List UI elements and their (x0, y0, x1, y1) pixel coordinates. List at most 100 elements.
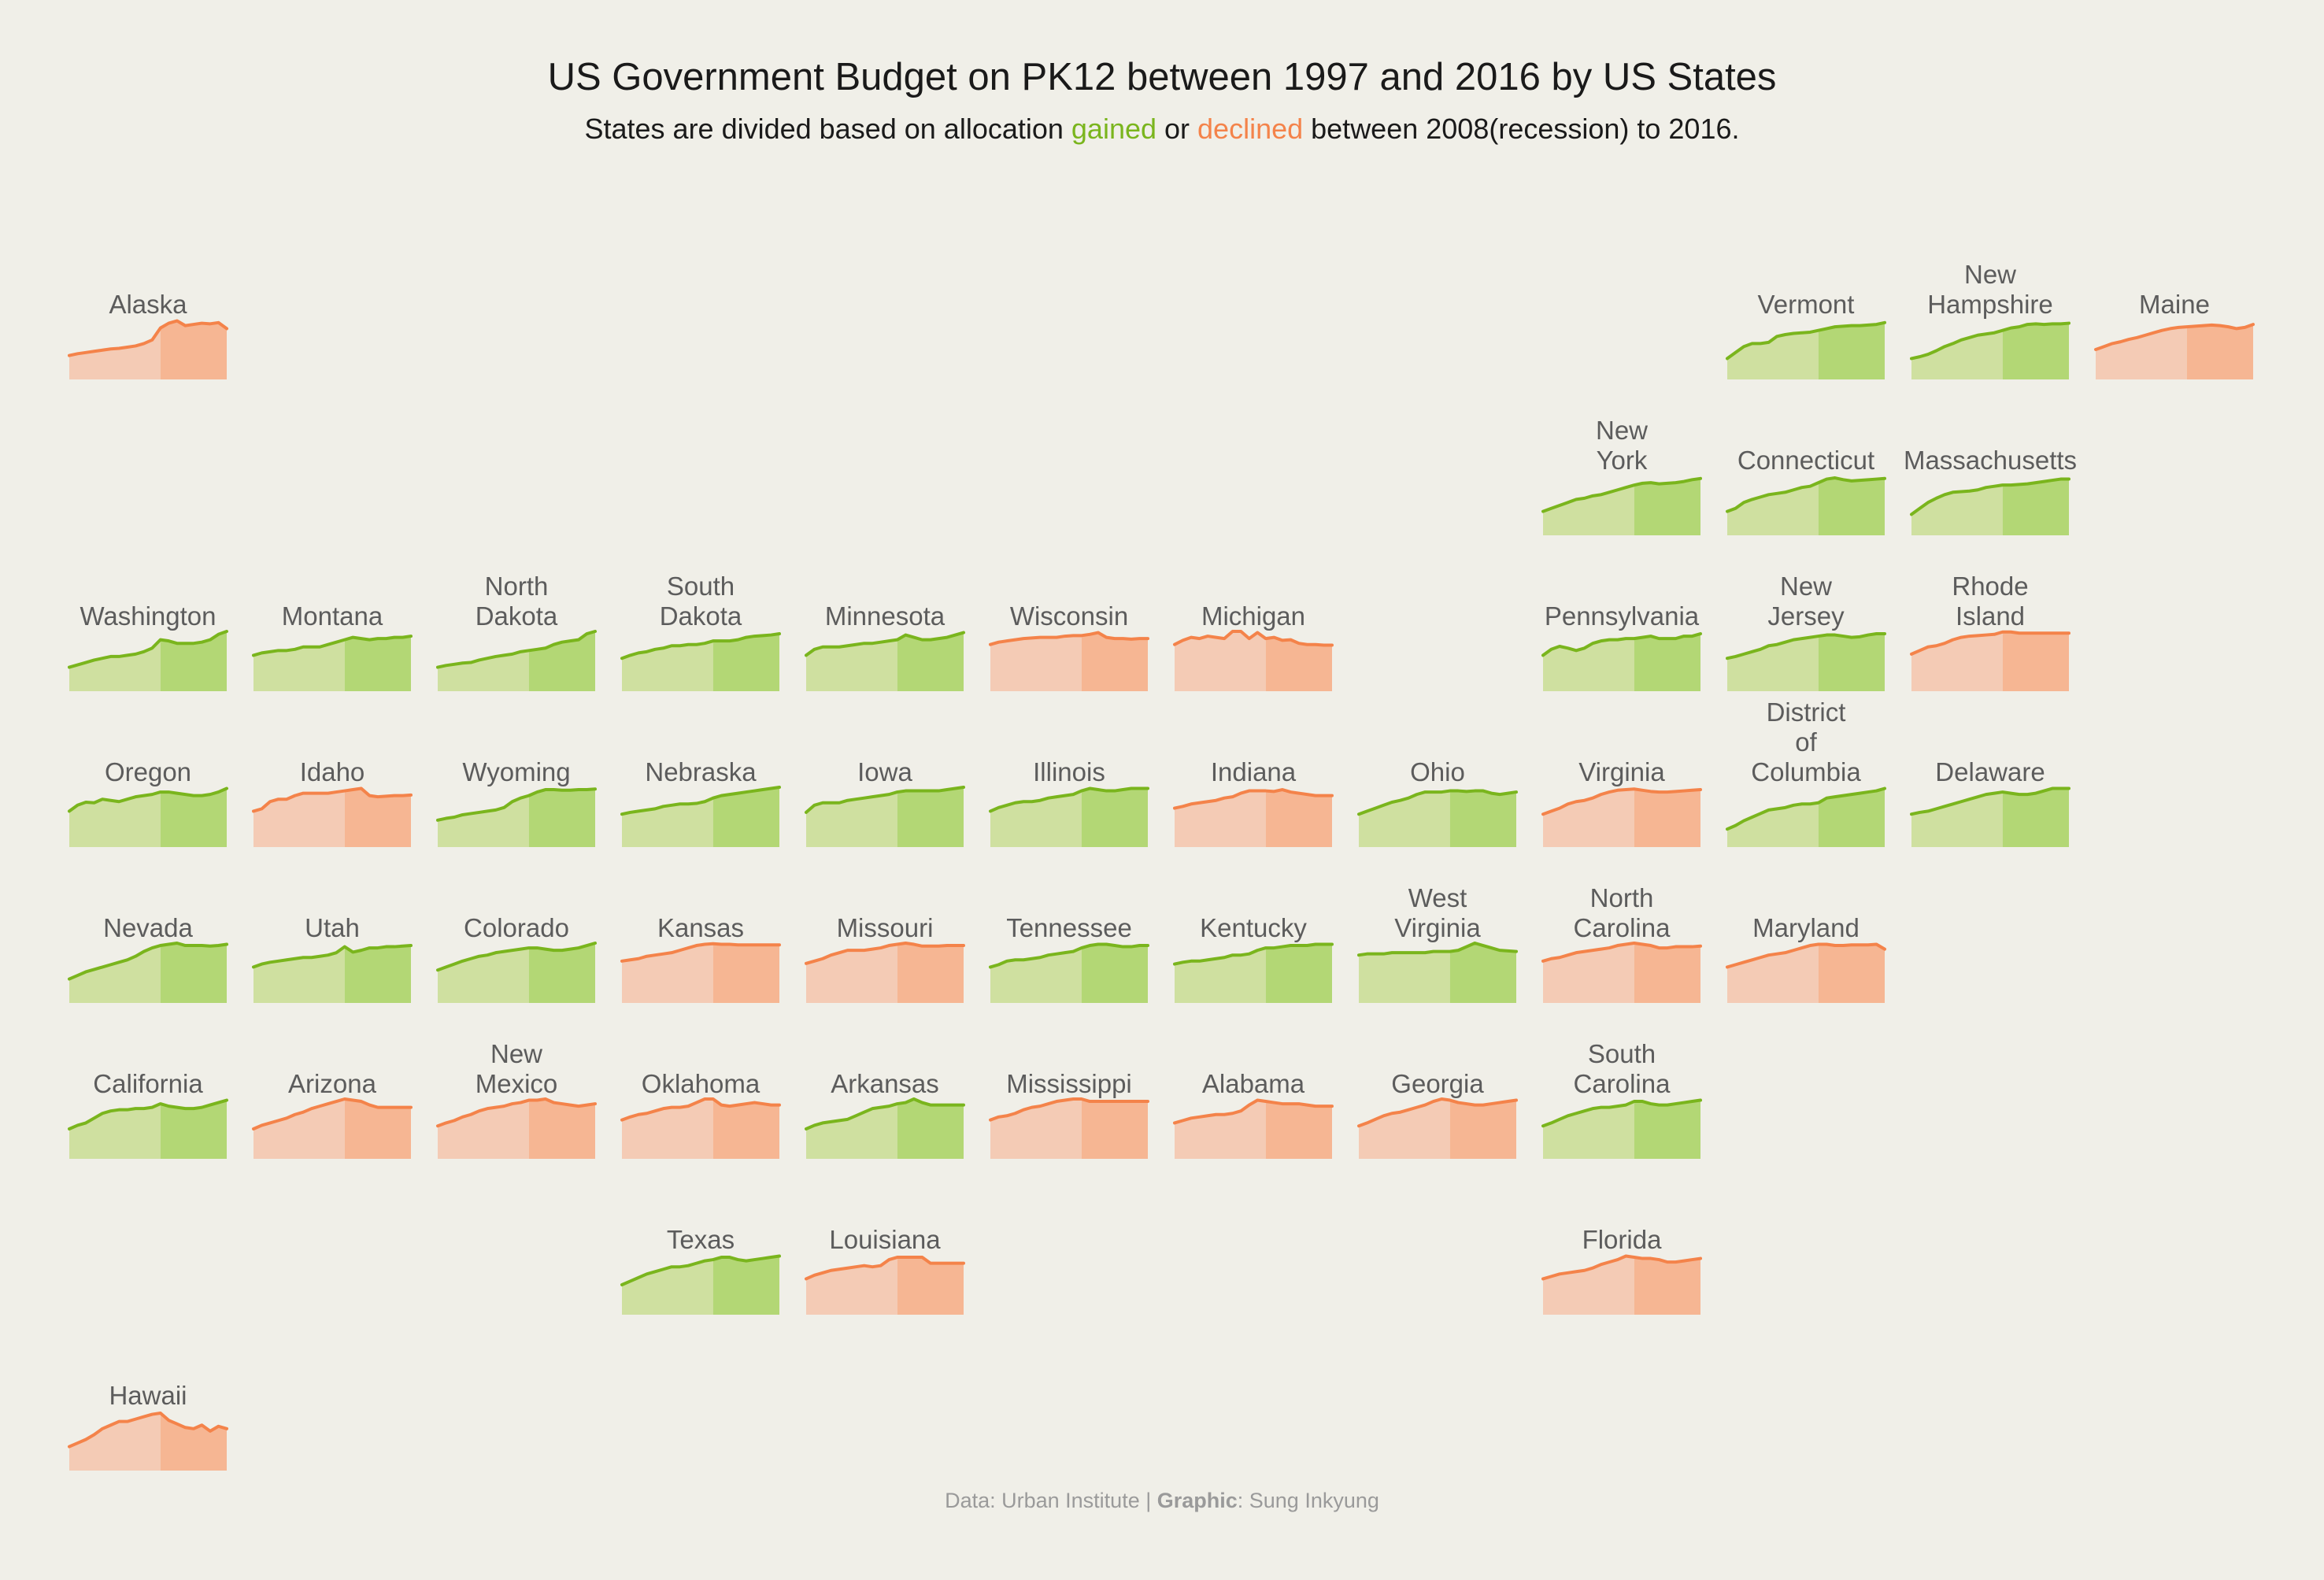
area-1997-2008 (1359, 951, 1450, 1003)
area-1997-2008 (1727, 330, 1819, 379)
area-2008-2016 (1081, 788, 1148, 847)
state-area-chart (1726, 942, 1886, 1003)
state-label: Colorado (464, 913, 569, 942)
area-2008-2016 (897, 943, 964, 1003)
budget-trend-line (620, 1097, 781, 1122)
area-1997-2008 (1911, 631, 2003, 691)
budget-trend-line (620, 942, 781, 963)
budget-trend-line (805, 942, 965, 965)
area-2008-2016 (712, 1256, 779, 1315)
area-2008-2016 (344, 1099, 411, 1159)
budget-trend-line (805, 1097, 965, 1130)
chart-title: US Government Budget on PK12 between 199… (547, 56, 1777, 98)
state-label: New Jersey (1767, 572, 1845, 631)
area-2008-2016 (1634, 634, 1700, 691)
area-1997-2008 (990, 948, 1082, 1003)
budget-trend-line (68, 630, 228, 669)
state-tile-new-hampshire: New Hampshire (1898, 238, 2082, 379)
area-2008-2016 (160, 631, 227, 691)
area-2008-2016 (2186, 324, 2253, 379)
budget-trend-line (252, 635, 413, 657)
area-1997-2008 (990, 1099, 1082, 1159)
budget-trend-line (1541, 1098, 1702, 1128)
state-tile-texas: Texas (609, 1173, 793, 1315)
state-tile-delaware: Delaware (1898, 705, 2082, 847)
state-label: Washington (80, 601, 216, 631)
area-1997-2008 (1543, 943, 1634, 1003)
state-area-chart (436, 630, 597, 691)
budget-trend-line (989, 786, 1149, 813)
caption-graphic-author: : Sung Inkyung (1237, 1489, 1379, 1512)
state-label: Minnesota (824, 601, 946, 631)
subtitle-text-middle: or (1156, 113, 1198, 145)
state-tile-georgia: Georgia (1345, 1017, 1530, 1159)
state-label: New Hampshire (1927, 260, 2053, 319)
state-tile-oklahoma: Oklahoma (609, 1017, 793, 1159)
state-label: Maine (2139, 290, 2210, 319)
state-label: Massachusetts (1903, 446, 2078, 475)
state-label: Georgia (1391, 1069, 1484, 1098)
state-tile-kentucky: Kentucky (1161, 861, 1345, 1003)
state-label: Rhode Island (1952, 572, 2029, 631)
area-1997-2008 (1175, 631, 1266, 691)
state-label: Michigan (1201, 601, 1306, 631)
state-tile-connecticut: Connecticut (1714, 394, 1898, 535)
state-area-chart (1910, 321, 2071, 379)
state-area-chart (1357, 789, 1518, 847)
state-area-chart (68, 786, 228, 847)
budget-trend-line (1541, 476, 1702, 513)
area-1997-2008 (806, 639, 897, 691)
state-area-chart (620, 632, 781, 691)
state-tile-virginia: Virginia (1530, 705, 1714, 847)
state-tile-maine: Maine (2082, 238, 2267, 379)
area-2008-2016 (528, 631, 595, 691)
area-2008-2016 (1634, 1100, 1700, 1159)
state-label: Hawaii (109, 1381, 187, 1410)
state-tile-south-dakota: South Dakota (609, 549, 793, 691)
state-label: Ohio (1410, 757, 1465, 786)
state-label: Wyoming (462, 757, 571, 786)
state-tile-iowa: Iowa (793, 705, 977, 847)
area-1997-2008 (990, 635, 1082, 691)
state-area-chart (805, 631, 965, 691)
chart-caption: Data: Urban Institute | Graphic: Sung In… (0, 1489, 2324, 1513)
state-label: Iowa (857, 757, 912, 786)
area-1997-2008 (69, 945, 161, 1003)
area-2008-2016 (712, 1099, 779, 1159)
state-label: Louisiana (829, 1225, 941, 1254)
area-2008-2016 (1081, 632, 1148, 691)
state-area-chart (1910, 630, 2071, 691)
area-2008-2016 (160, 1413, 227, 1471)
state-label: North Dakota (475, 572, 558, 631)
state-label: Kansas (657, 913, 745, 942)
area-2008-2016 (897, 632, 964, 691)
state-area-chart (68, 319, 228, 379)
area-2008-2016 (1081, 1099, 1148, 1159)
area-2008-2016 (1449, 943, 1516, 1003)
state-label: Mississippi (1006, 1069, 1132, 1098)
area-1997-2008 (1175, 948, 1266, 1003)
budget-trend-line (1173, 788, 1334, 810)
state-label: New York (1595, 416, 1649, 475)
state-area-chart (436, 1097, 597, 1159)
state-tile-louisiana: Louisiana (793, 1173, 977, 1315)
area-1997-2008 (1727, 944, 1819, 1003)
budget-trend-line (620, 632, 781, 660)
state-label: California (93, 1069, 203, 1098)
area-1997-2008 (806, 792, 897, 847)
state-area-chart (1173, 1098, 1334, 1159)
budget-trend-line (1910, 630, 2071, 656)
state-tile-ohio: Ohio (1345, 705, 1530, 847)
state-label: Alabama (1201, 1069, 1305, 1098)
area-2008-2016 (2002, 479, 2069, 535)
state-area-chart (989, 942, 1149, 1003)
area-1997-2008 (622, 943, 713, 1003)
state-label: Texas (666, 1225, 735, 1254)
area-1997-2008 (1911, 330, 2003, 379)
state-tile-new-mexico: New Mexico (424, 1017, 609, 1159)
state-area-chart (1726, 476, 1886, 535)
state-area-chart (1173, 788, 1334, 847)
caption-graphic-label: Graphic (1156, 1489, 1238, 1512)
area-1997-2008 (69, 639, 161, 691)
